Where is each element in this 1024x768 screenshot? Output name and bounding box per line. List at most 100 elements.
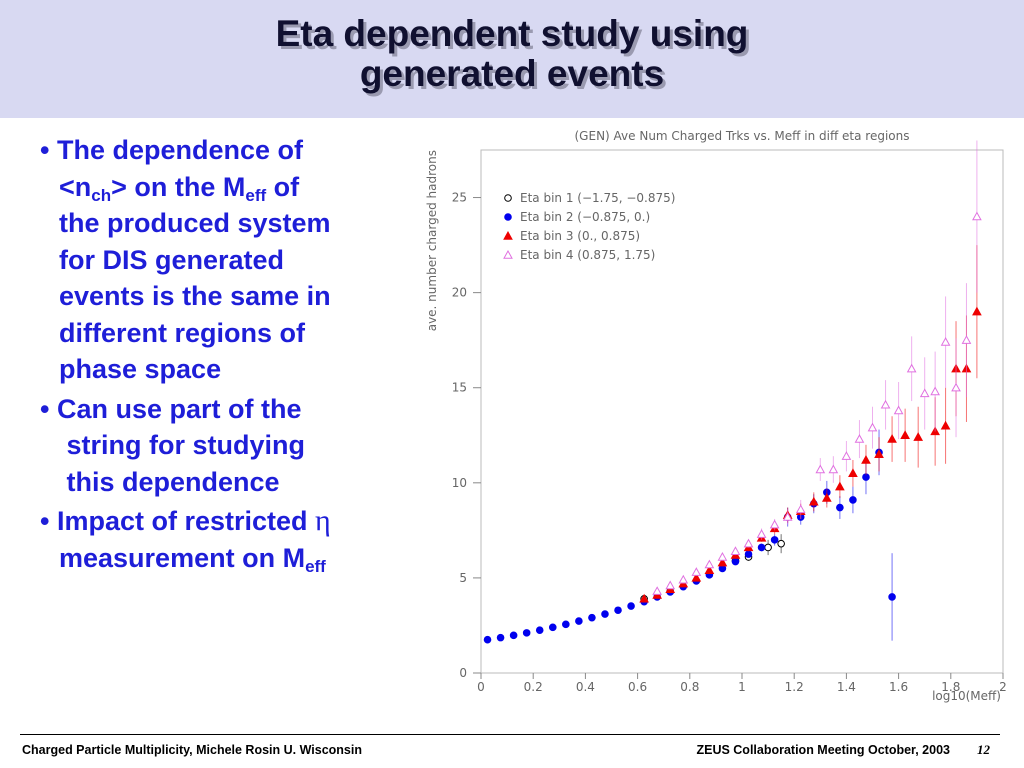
y-tick-label: 25 xyxy=(452,191,467,205)
data-point xyxy=(522,629,531,637)
bullet-line: for DIS generated xyxy=(40,242,420,279)
x-tick-label: 1 xyxy=(738,680,746,694)
y-tick-label: 15 xyxy=(452,381,467,395)
slide-title: Eta dependent study using xyxy=(275,13,749,54)
footer-right: ZEUS Collaboration Meeting October, 2003 xyxy=(696,743,950,757)
data-point xyxy=(535,626,544,635)
data-point xyxy=(588,613,596,622)
data-point xyxy=(562,620,570,629)
data-point xyxy=(678,574,689,584)
data-point xyxy=(951,382,961,392)
data-point xyxy=(652,586,663,595)
data-point xyxy=(821,493,832,502)
legend-marker xyxy=(504,213,512,221)
legend-marker xyxy=(503,230,513,240)
data-point xyxy=(880,399,891,409)
data-point xyxy=(575,617,583,625)
data-point xyxy=(874,449,884,458)
y-tick-label: 10 xyxy=(452,476,467,490)
bullet-line: • Impact of restricted η xyxy=(40,504,331,537)
data-point xyxy=(900,430,910,439)
data-point xyxy=(854,434,865,443)
data-point xyxy=(841,451,852,460)
data-point xyxy=(887,434,897,443)
data-point xyxy=(743,538,754,548)
data-point xyxy=(848,468,858,478)
bullet-line: different regions of xyxy=(40,315,420,352)
x-tick-label: 1.6 xyxy=(889,680,908,694)
data-point xyxy=(795,504,806,514)
data-point xyxy=(770,536,779,544)
data-point xyxy=(940,420,951,430)
subscript: eff xyxy=(245,185,267,205)
data-point xyxy=(717,557,728,567)
data-point xyxy=(972,306,982,316)
y-tick-label: 5 xyxy=(459,571,467,585)
data-point xyxy=(639,593,649,603)
data-point xyxy=(930,386,940,396)
bullet-text: of xyxy=(266,171,300,202)
data-point xyxy=(940,337,951,346)
data-point xyxy=(627,602,635,610)
data-point xyxy=(836,503,844,512)
data-point xyxy=(849,496,857,504)
bullet-line: events is the same in xyxy=(40,278,420,315)
data-point xyxy=(972,211,982,221)
bullets: • The dependence of <nch> on the Meff of t… xyxy=(40,132,420,579)
data-point xyxy=(496,633,505,642)
data-point xyxy=(483,635,492,644)
data-point xyxy=(906,363,917,373)
bullet-text: events is the same in xyxy=(59,281,331,311)
data-point xyxy=(861,454,871,464)
bullet-line: string for studying xyxy=(40,427,420,464)
data-point xyxy=(601,610,609,618)
bullet-line: this dependence xyxy=(40,464,420,501)
bullet-line: <nch> on the Meff of xyxy=(40,169,420,206)
bullet-text: Impact of restricted xyxy=(56,506,316,536)
bullet-text: different regions of xyxy=(59,317,306,348)
x-tick-label: 0.8 xyxy=(680,680,699,694)
legend-marker xyxy=(503,249,513,259)
bullet-text: > on the M xyxy=(111,171,246,202)
legend-marker xyxy=(504,194,512,202)
bullet-text: The dependence of xyxy=(56,135,304,165)
data-point xyxy=(665,580,676,590)
bullet-line: • The dependence of xyxy=(40,135,304,165)
x-tick-label: 1.4 xyxy=(837,680,856,694)
x-tick-label: 2 xyxy=(999,680,1007,694)
data-point xyxy=(828,464,839,474)
bullet-text: measurement on M xyxy=(59,542,306,573)
footer-left: Charged Particle Multiplicity, Michele R… xyxy=(22,743,362,757)
data-point xyxy=(815,464,826,474)
greek-symbol: η xyxy=(315,504,331,537)
subscript: ch xyxy=(91,185,112,205)
bullet-line: phase space xyxy=(40,351,420,388)
bullet-line: the produced system xyxy=(40,205,420,242)
data-point xyxy=(717,551,728,561)
bullet: • The dependence of <nch> on the Meff of t… xyxy=(40,132,420,388)
data-point xyxy=(691,572,702,582)
data-point xyxy=(913,432,924,441)
data-point xyxy=(744,550,753,558)
title-band: Eta dependent study using generated even… xyxy=(0,0,1024,118)
x-tick-label: 0.6 xyxy=(628,680,647,694)
bullet-text: the produced system xyxy=(59,208,331,238)
bullet-line: measurement on Meff xyxy=(40,540,420,577)
bullet: • Impact of restricted η measurement on M… xyxy=(40,503,420,576)
page-number: 12 xyxy=(977,742,990,757)
data-point xyxy=(893,405,904,415)
data-point xyxy=(835,481,845,491)
x-tick-label: 1.8 xyxy=(941,680,960,694)
y-axis-label: ave. number charged hadrons xyxy=(425,150,439,331)
data-point xyxy=(756,529,767,538)
data-point xyxy=(614,606,622,615)
x-tick-label: 1.2 xyxy=(785,680,804,694)
data-point xyxy=(691,567,702,576)
chart: (GEN) Ave Num Charged Trks vs. Meff in d… xyxy=(425,129,1007,703)
legend-label: Eta bin 1 (−1.75, −0.875) xyxy=(520,191,675,205)
bullet-text: <n xyxy=(59,171,92,202)
slide-title: generated events xyxy=(359,53,665,94)
subscript: eff xyxy=(305,556,326,576)
legend-label: Eta bin 4 (0.875, 1.75) xyxy=(520,248,655,262)
y-tick-label: 20 xyxy=(452,286,467,300)
